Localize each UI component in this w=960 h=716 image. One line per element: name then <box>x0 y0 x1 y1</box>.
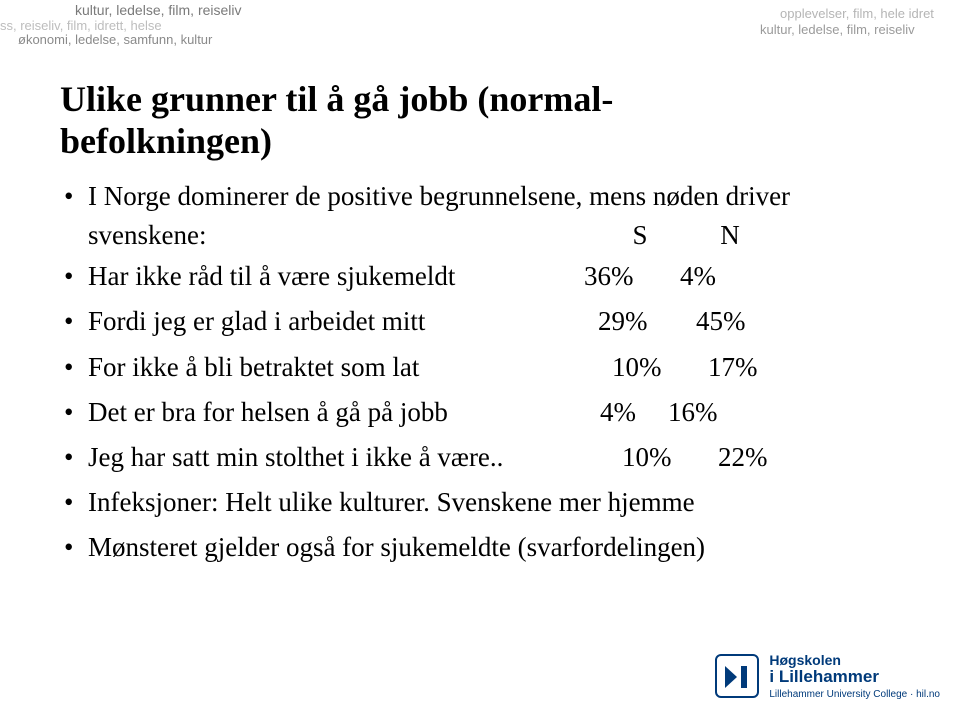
row-n: 17% <box>708 348 758 387</box>
bg-word: økonomi, ledelse, samfunn, kultur <box>18 32 212 47</box>
bullet-list: I Norge dominerer de positive begrunnels… <box>60 177 900 567</box>
title-line-1: Ulike grunner til å gå jobb (normal- <box>60 79 613 119</box>
intro-text: I Norge dominerer de positive begrunnels… <box>88 181 790 250</box>
slide-content: Ulike grunner til å gå jobb (normal- bef… <box>60 78 900 573</box>
tail-bullet: Mønsteret gjelder også for sjukemeldte (… <box>60 528 900 567</box>
row-label: Jeg har satt min stolthet i ikke å være.… <box>88 442 503 472</box>
row-label: Har ikke råd til å være sjukemeldt <box>88 261 455 291</box>
logo-mark-icon <box>715 654 759 698</box>
row-label: Fordi jeg er glad i arbeidet mitt <box>88 306 425 336</box>
intro-bullet: I Norge dominerer de positive begrunnels… <box>60 177 900 255</box>
institution-logo: Høgskolen i Lillehammer Lillehammer Univ… <box>715 653 940 700</box>
logo-line-3: Lillehammer University College · hil.no <box>769 689 940 700</box>
row-label: For ikke å bli betraktet som lat <box>88 352 419 382</box>
decorative-header-words: kultur, ledelse, film, reiselivss, reise… <box>0 0 960 60</box>
tail-bullet: Infeksjoner: Helt ulike kulturer. Svensk… <box>60 483 900 522</box>
row-s: 10% <box>622 438 672 477</box>
data-row: Jeg har satt min stolthet i ikke å være.… <box>60 438 900 477</box>
bg-word: kultur, ledelse, film, reiseliv <box>75 2 242 18</box>
row-n: 45% <box>696 302 746 341</box>
title-line-2: befolkningen) <box>60 121 272 161</box>
row-n: 22% <box>718 438 768 477</box>
data-row: Det er bra for helsen å gå på jobb 4% 16… <box>60 393 900 432</box>
data-row: For ikke å bli betraktet som lat 10% 17% <box>60 348 900 387</box>
row-label: Det er bra for helsen å gå på jobb <box>88 397 448 427</box>
column-header-s: S <box>610 216 670 255</box>
row-s: 4% <box>600 393 636 432</box>
bg-word: opplevelser, film, hele idret <box>780 6 934 21</box>
tail-text: Infeksjoner: Helt ulike kulturer. Svensk… <box>88 487 695 517</box>
row-n: 4% <box>680 257 716 296</box>
column-header-n: N <box>700 216 760 255</box>
row-s: 10% <box>612 348 662 387</box>
row-s: 29% <box>598 302 648 341</box>
bg-word: ss, reiseliv, film, idrett, helse <box>0 18 162 33</box>
row-n: 16% <box>668 393 718 432</box>
logo-line-1: Høgskolen <box>769 653 940 668</box>
data-row: Fordi jeg er glad i arbeidet mitt 29% 45… <box>60 302 900 341</box>
slide-title: Ulike grunner til å gå jobb (normal- bef… <box>60 78 900 163</box>
row-s: 36% <box>584 257 634 296</box>
bg-word: kultur, ledelse, film, reiseliv <box>760 22 915 37</box>
logo-line-2: i Lillehammer <box>769 668 940 687</box>
tail-text: Mønsteret gjelder også for sjukemeldte (… <box>88 532 705 562</box>
data-row: Har ikke råd til å være sjukemeldt 36% 4… <box>60 257 900 296</box>
logo-text: Høgskolen i Lillehammer Lillehammer Univ… <box>769 653 940 700</box>
